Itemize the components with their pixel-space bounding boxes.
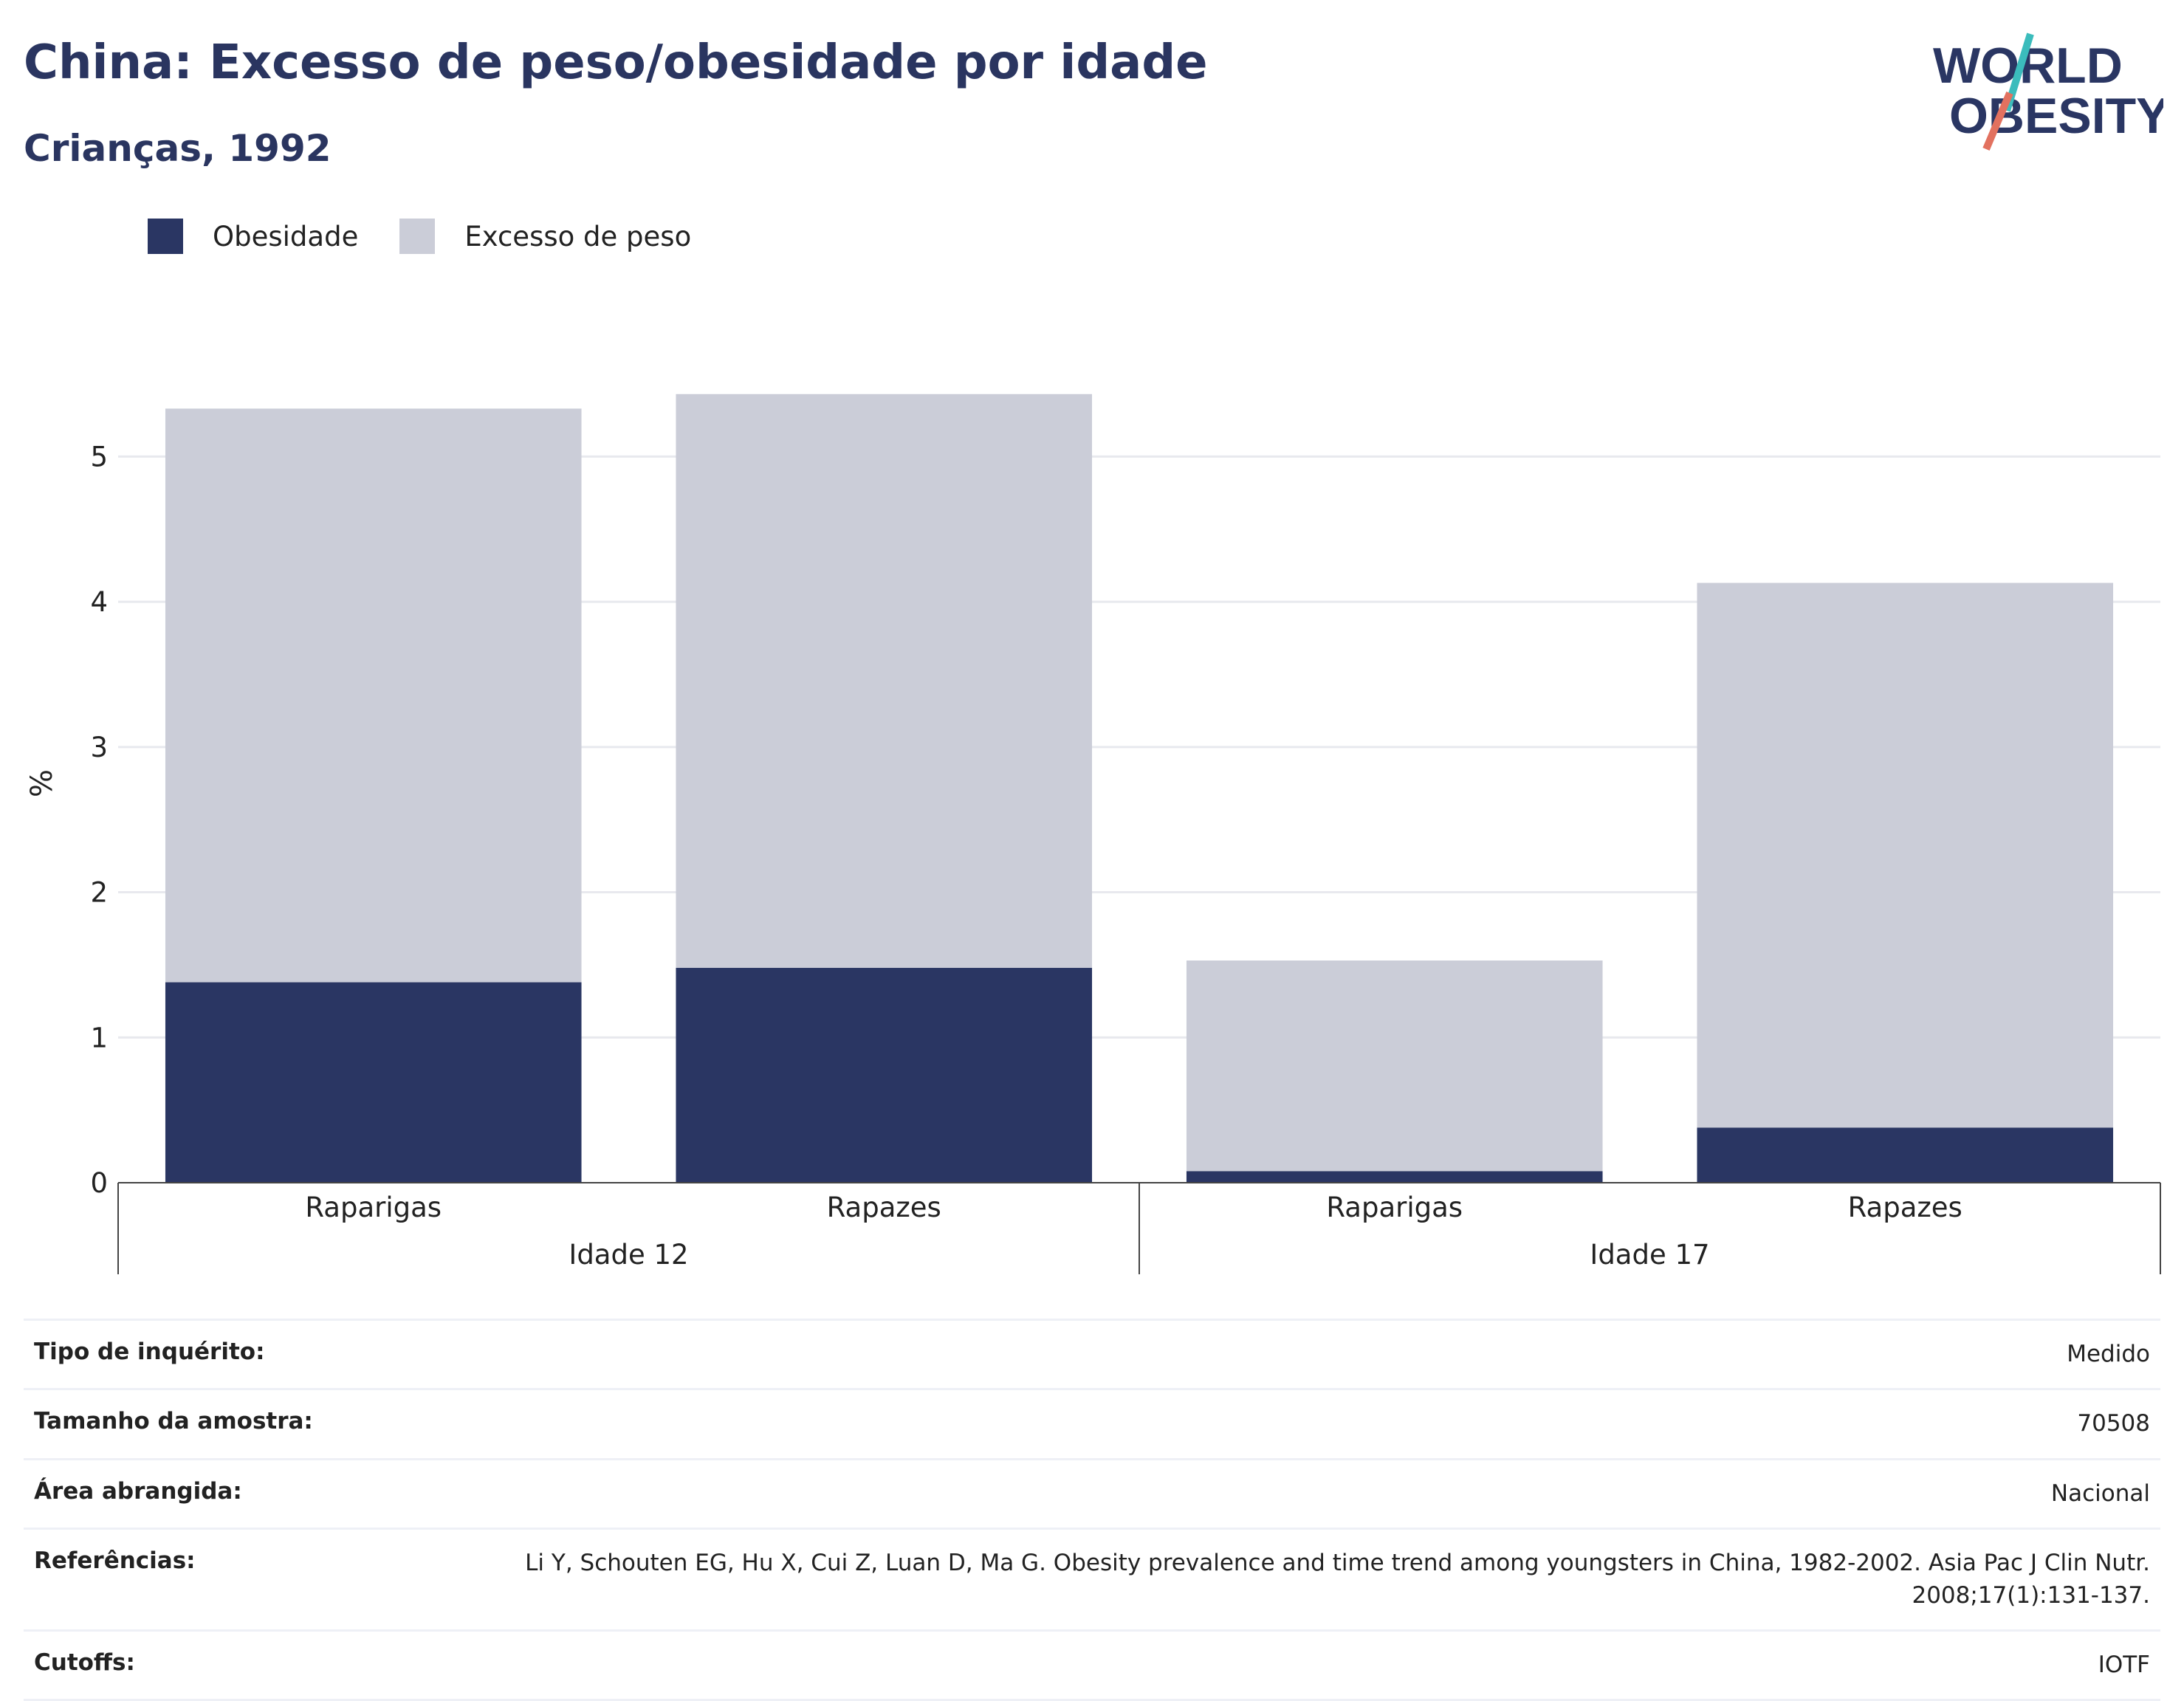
legend-label-excesso-de-peso: Excesso de peso <box>464 220 692 252</box>
world-obesity-logo: WORLD OBESITY <box>1933 32 2163 151</box>
chart-title: China: Excesso de peso/obesidade por ida… <box>24 35 1208 90</box>
y-tick-label: 3 <box>90 732 108 763</box>
group-label: Idade 17 <box>1590 1239 1709 1271</box>
x-tick-label: Rapazes <box>1848 1192 1962 1223</box>
bar-excesso-de-peso <box>1697 583 2114 1128</box>
meta-label: Referências: <box>34 1547 196 1575</box>
bar-obesidade <box>1697 1127 2114 1183</box>
chart-subtitle: Crianças, 1992 <box>24 127 332 170</box>
meta-row-survey-type: Tipo de inquérito: Medido <box>24 1319 2160 1388</box>
bar-obesidade <box>676 967 1093 1183</box>
y-tick-label: 0 <box>90 1167 108 1199</box>
y-tick-label: 5 <box>90 441 108 472</box>
meta-row-sample-size: Tamanho da amostra: 70508 <box>24 1388 2160 1457</box>
meta-value: Nacional <box>2050 1480 2150 1507</box>
bar-excesso-de-peso <box>165 408 582 983</box>
legend: Obesidade Excesso de peso <box>148 219 732 254</box>
bar-obesidade <box>1186 1171 1603 1183</box>
legend-swatch-excesso-de-peso <box>399 219 436 254</box>
legend-label-obesidade: Obesidade <box>213 220 359 252</box>
y-tick-label: 2 <box>90 877 108 909</box>
y-tick-label: 4 <box>90 586 108 618</box>
meta-label: Área abrangida: <box>34 1477 242 1505</box>
legend-swatch-obesidade <box>148 219 183 254</box>
x-tick-label: Rapazes <box>827 1192 941 1223</box>
bar-obesidade <box>165 982 582 1183</box>
meta-value: IOTF <box>2098 1651 2150 1678</box>
group-label: Idade 12 <box>569 1239 688 1271</box>
meta-value: Li Y, Schouten EG, Hu X, Cui Z, Luan D, … <box>525 1550 2150 1609</box>
bar-excesso-de-peso <box>1186 961 1603 1172</box>
y-axis-label: % <box>25 769 59 797</box>
bar-chart: 0 1 2 3 4 5% Raparigas Rapazes Raparigas Rapazes I… <box>25 394 2161 1274</box>
y-tick-label: 1 <box>90 1022 108 1054</box>
legend-item-excesso-de-peso[interactable]: Excesso de peso <box>399 219 691 254</box>
meta-label: Tipo de inquérito: <box>34 1339 265 1365</box>
x-tick-label: Raparigas <box>1326 1192 1463 1223</box>
legend-item-obesidade[interactable]: Obesidade <box>148 219 358 254</box>
survey-info-table: Tipo de inquérito: Medido Tamanho da amo… <box>24 1319 2160 1701</box>
meta-row-coverage: Área abrangida: Nacional <box>24 1457 2160 1528</box>
meta-label: Tamanho da amostra: <box>34 1408 313 1435</box>
x-tick-label: Raparigas <box>305 1192 442 1223</box>
meta-row-references: Referências: Li Y, Schouten EG, Hu X, Cu… <box>24 1528 2160 1629</box>
logo-line2: OBESITY <box>1949 88 2163 144</box>
meta-row-cutoffs: Cutoffs: IOTF <box>24 1629 2160 1701</box>
meta-label: Cutoffs: <box>34 1649 135 1676</box>
bar-excesso-de-peso <box>676 394 1093 968</box>
meta-value: Medido <box>2067 1341 2150 1367</box>
logo-slash-coral <box>1982 92 2013 151</box>
meta-value: 70508 <box>2077 1410 2150 1437</box>
